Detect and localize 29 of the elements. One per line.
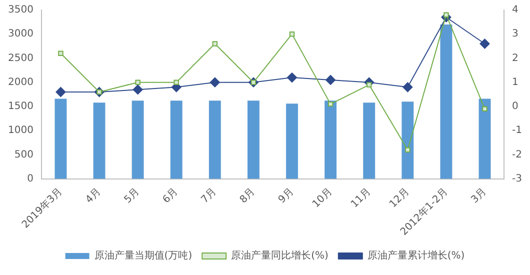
x-tick-label: 6月 <box>160 186 180 206</box>
y2-tick-label: 0 <box>512 101 518 112</box>
x-tick-label: 4月 <box>84 186 104 206</box>
legend-label: 原油产量累计增长(%) <box>367 250 465 262</box>
y-tick-label: 1500 <box>8 101 34 112</box>
y2-tick-label: -2 <box>512 149 522 160</box>
y2-tick-label: 3 <box>512 28 518 40</box>
x-tick-label: 5月 <box>122 186 142 206</box>
y-tick-label: 500 <box>14 149 34 160</box>
y-tick-label: 3500 <box>8 4 34 16</box>
x-tick-label: 7月 <box>200 186 219 206</box>
x-tick-label: 12月 <box>388 186 412 210</box>
y2-tick-label: -3 <box>512 173 522 184</box>
x-tick-label: 10月 <box>310 186 335 210</box>
y-tick-label: 2000 <box>8 76 34 88</box>
x-tick-label: 11月 <box>349 186 374 210</box>
x-tick-label: 9月 <box>276 186 296 206</box>
y2-tick-label: 2 <box>512 52 518 64</box>
y2-tick-label: 1 <box>512 76 518 88</box>
legend-label: 原油产量同比增长(%) <box>231 250 328 262</box>
y-tick-label: 2500 <box>8 52 34 64</box>
y-tick-label: 0 <box>27 173 34 184</box>
legend-label: 原油产量当期值(万吨) <box>94 250 192 262</box>
y2-tick-label: 4 <box>512 4 518 16</box>
y2-tick-label: -1 <box>512 125 522 136</box>
y-tick-label: 1000 <box>8 125 34 136</box>
x-tick-label: 3月 <box>469 186 489 206</box>
x-tick-label: 8月 <box>238 186 258 206</box>
y-tick-label: 3000 <box>8 28 34 40</box>
